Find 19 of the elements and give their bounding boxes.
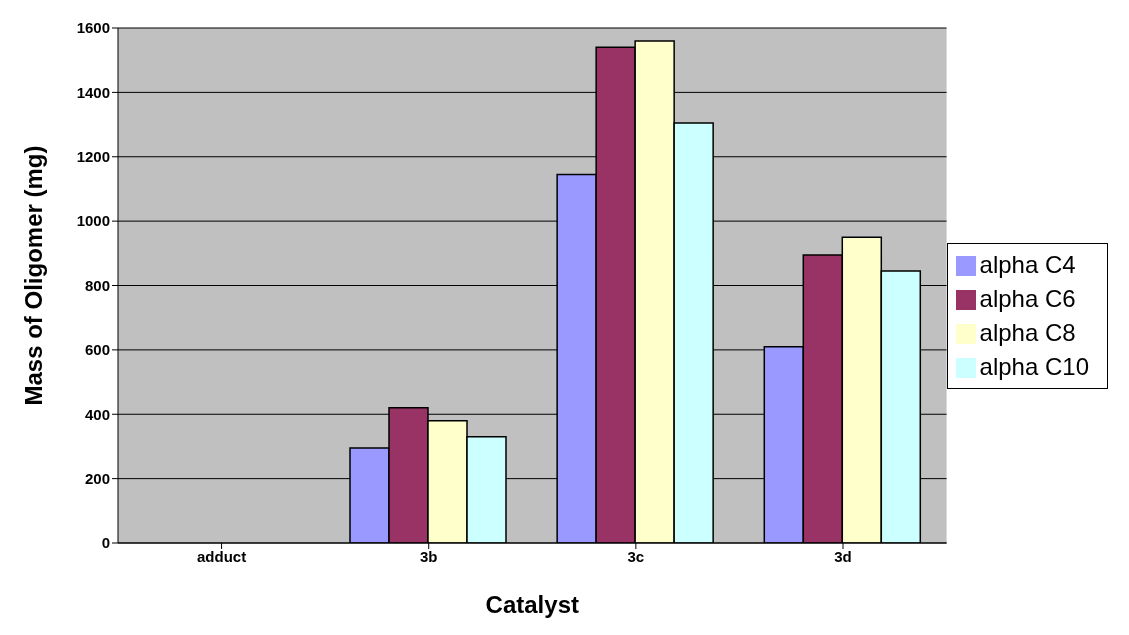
x-tick-label: 3b: [419, 547, 438, 565]
y-tick-label: 200: [84, 469, 110, 487]
x-tick-label: adduct: [196, 547, 247, 565]
legend-label: alpha C8: [979, 318, 1076, 346]
y-tick-label: 1000: [76, 212, 110, 230]
legend-label: alpha C4: [979, 250, 1076, 278]
y-axis-title: Mass of Oligomer (mg): [19, 145, 47, 406]
x-axis-title: Catalyst: [485, 591, 579, 618]
y-tick-label: 600: [84, 341, 110, 359]
y-tick-label: 1600: [76, 19, 110, 37]
y-tick-label: 800: [84, 276, 110, 294]
legend-label: alpha C10: [979, 352, 1089, 380]
x-tick-label: 3c: [627, 547, 645, 565]
y-tick-label: 0: [101, 534, 110, 552]
y-tick-label: 400: [84, 405, 110, 423]
y-tick-label: 1200: [76, 148, 110, 166]
legend-label: alpha C6: [979, 284, 1076, 312]
x-tick-label: 3d: [834, 547, 852, 565]
y-tick-label: 1400: [76, 83, 110, 101]
